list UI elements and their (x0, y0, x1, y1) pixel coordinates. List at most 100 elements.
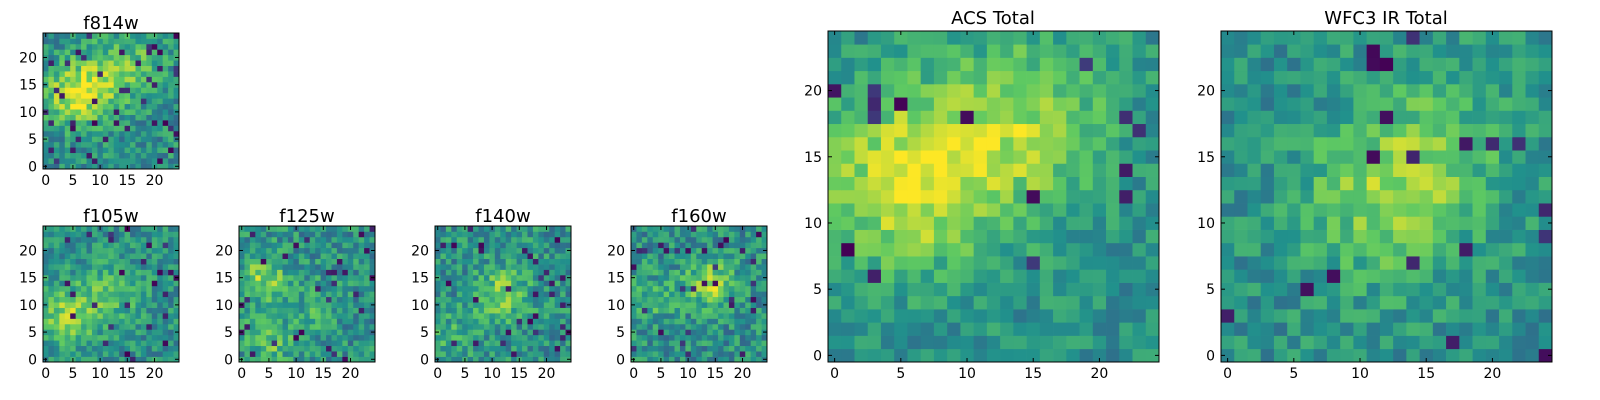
heatmap-cell (511, 231, 517, 238)
heatmap-cell (1273, 44, 1288, 58)
heatmap-cell (64, 92, 71, 99)
heatmap-cell (1273, 295, 1288, 310)
heatmap-cell (1079, 295, 1094, 310)
heatmap-cell (48, 329, 55, 336)
heatmap-cell (522, 280, 528, 287)
heatmap-cell (75, 130, 82, 137)
heatmap-cell (249, 285, 256, 292)
heatmap-cell (162, 351, 169, 357)
heatmap-cell (473, 264, 479, 270)
heatmap-cell (1300, 203, 1315, 217)
heatmap-cell (43, 114, 49, 121)
heatmap-cell (266, 236, 272, 243)
heatmap-cell (168, 323, 174, 330)
heatmap-cell (1459, 57, 1473, 72)
heatmap-cell (358, 280, 365, 287)
heatmap-cell (140, 242, 147, 249)
heatmap-cell (336, 242, 343, 249)
heatmap-cell (157, 158, 164, 164)
heatmap-cell (973, 136, 988, 151)
heatmap-cell (53, 163, 60, 170)
panel-title: f160w (671, 206, 726, 227)
heatmap-cell (304, 258, 311, 265)
heatmap-cell (1079, 229, 1094, 244)
heatmap-cell (287, 274, 294, 281)
heatmap-cell (718, 242, 724, 249)
heatmap-cell (293, 285, 300, 292)
heatmap-cell (1512, 216, 1526, 230)
heatmap-cell (1353, 176, 1367, 191)
heatmap-cell (522, 269, 528, 276)
heatmap-cell (745, 329, 752, 336)
heatmap-cell (489, 258, 496, 265)
heatmap-cell (124, 152, 131, 159)
heatmap-cell (1326, 203, 1341, 217)
heatmap-cell (342, 226, 349, 232)
heatmap-cell (669, 323, 675, 330)
heatmap-cell (854, 97, 869, 111)
heatmap-cell (108, 296, 115, 303)
heatmap-cell (173, 65, 180, 72)
heatmap-cell (331, 280, 338, 287)
heatmap-cell (1300, 216, 1315, 230)
heatmap-cell (473, 318, 479, 325)
heatmap-cell (260, 253, 267, 259)
heatmap-cell (320, 291, 327, 298)
heatmap-cell (718, 351, 724, 357)
heatmap-cell (146, 285, 153, 292)
heatmap-cell (255, 253, 262, 259)
heatmap-cell (86, 158, 93, 164)
heatmap-cell (239, 296, 245, 303)
heatmap-cell (70, 302, 76, 308)
heatmap-cell (494, 356, 501, 363)
heatmap-cell (347, 313, 354, 319)
heatmap-cell (81, 141, 87, 148)
heatmap-cell (358, 258, 365, 265)
heatmap-cell (1419, 150, 1434, 164)
heatmap-cell (43, 253, 49, 259)
heatmap-cell (53, 120, 60, 126)
heatmap-cell (663, 302, 670, 308)
heatmap-cell (91, 43, 98, 50)
heatmap-cell (287, 340, 294, 347)
heatmap-cell (1026, 348, 1041, 363)
heatmap-cell (331, 253, 338, 259)
heatmap-cell (135, 285, 142, 292)
heatmap-cell (331, 307, 338, 314)
heatmap-cell (1013, 269, 1027, 283)
heatmap-cell (522, 340, 528, 347)
heatmap-cell (532, 323, 539, 330)
heatmap-cell (527, 329, 534, 336)
heatmap-cell (157, 253, 164, 259)
heatmap-cell (828, 216, 842, 230)
x-tick-label: 0 (41, 173, 50, 189)
heatmap-cell (309, 356, 316, 363)
heatmap-cell (70, 147, 76, 154)
heatmap-cell (701, 242, 708, 249)
heatmap-cell (249, 274, 256, 281)
heatmap-cell (1132, 335, 1147, 350)
heatmap-cell (445, 231, 452, 238)
heatmap-cell (1119, 322, 1133, 336)
heatmap-cell (663, 356, 670, 363)
heatmap-cell (756, 323, 762, 330)
heatmap-cell (505, 313, 512, 319)
heatmap-cell (309, 226, 316, 232)
heatmap-cell (315, 269, 321, 276)
heatmap-cell (960, 123, 974, 138)
heatmap-cell (1132, 110, 1147, 125)
heatmap-cell (1013, 136, 1027, 151)
x-tick-label: 10 (483, 366, 501, 382)
heatmap-cell (1013, 97, 1027, 111)
heatmap-cell (1379, 31, 1394, 45)
heatmap-cell (135, 242, 142, 249)
heatmap-cell (1472, 83, 1487, 98)
heatmap-cell (663, 226, 670, 232)
heatmap-cell (1512, 110, 1526, 125)
heatmap-cell (266, 247, 272, 254)
heatmap-cell (1273, 256, 1288, 270)
heatmap-cell (369, 269, 376, 276)
heatmap-cell (679, 226, 686, 232)
heatmap-cell (701, 231, 708, 238)
